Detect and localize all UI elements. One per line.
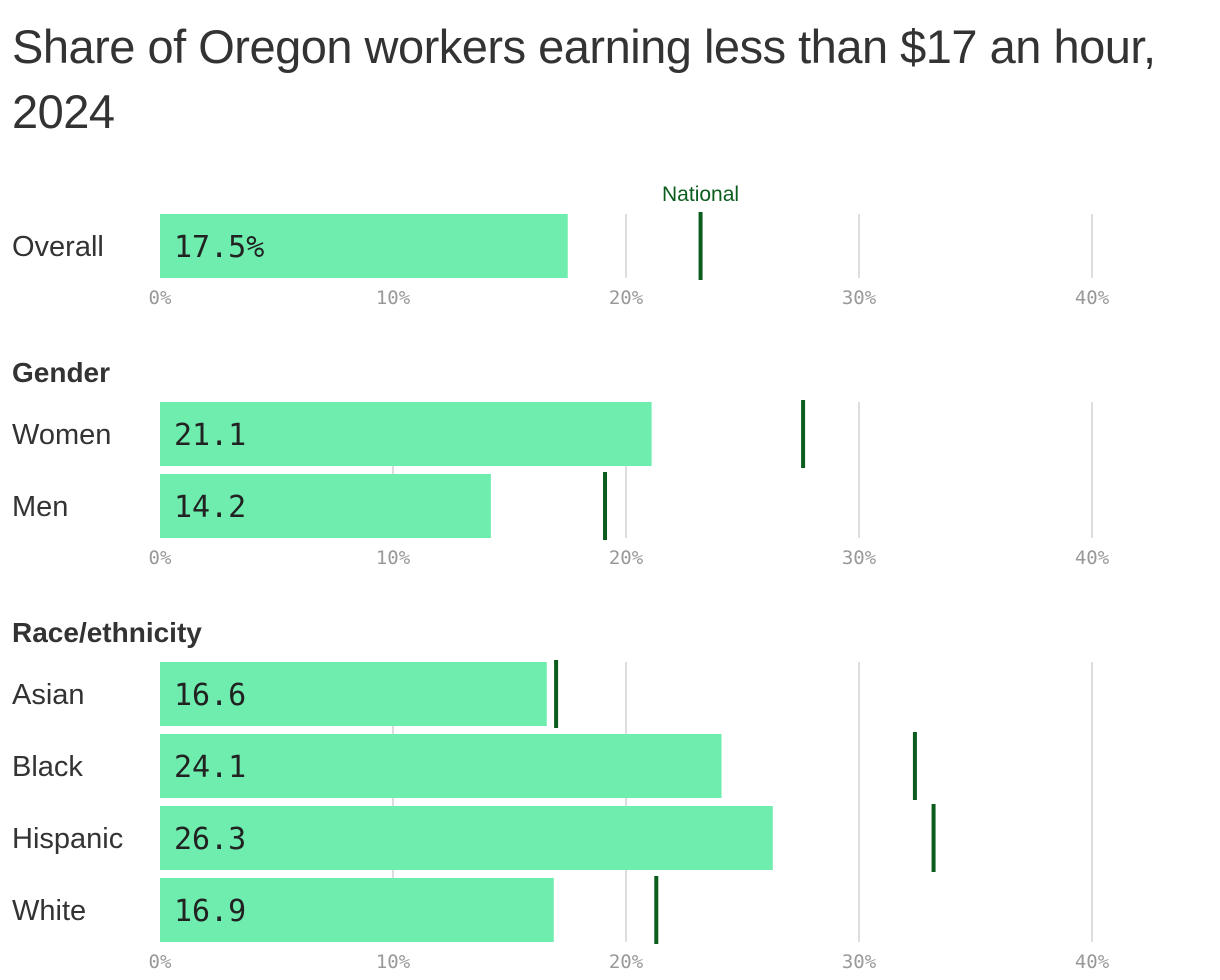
value-label-asian: 16.6	[174, 678, 246, 713]
x-tick-label-40: 40%	[1075, 547, 1110, 569]
x-tick-label-40: 40%	[1075, 951, 1110, 973]
value-label-overall: 17.5%	[174, 230, 264, 265]
value-label-women: 21.1	[174, 418, 246, 453]
x-tick-label-20: 20%	[609, 951, 644, 973]
x-tick-label-10: 10%	[376, 287, 411, 309]
category-label-white: White	[12, 895, 86, 927]
category-label-men: Men	[12, 491, 68, 523]
bar-men	[160, 474, 491, 538]
x-tick-label-40: 40%	[1075, 287, 1110, 309]
national-marker-asian	[554, 660, 559, 728]
chart-title: Share of Oregon workers earning less tha…	[12, 20, 1156, 138]
national-marker-black	[912, 732, 917, 800]
national-marker-white	[654, 876, 659, 944]
bar-asian	[160, 662, 547, 726]
bar-black	[160, 734, 722, 798]
value-label-white: 16.9	[174, 894, 246, 929]
bar-hispanic	[160, 806, 773, 870]
group-label-gender: Gender	[12, 357, 110, 388]
national-marker-hispanic	[931, 804, 936, 872]
x-tick-label-30: 30%	[842, 951, 877, 973]
national-marker-overall	[698, 212, 703, 280]
category-label-black: Black	[12, 751, 83, 783]
category-label-asian: Asian	[12, 679, 85, 711]
bar-overall	[160, 214, 568, 278]
group-label-race-ethnicity: Race/ethnicity	[12, 617, 202, 648]
x-tick-label-0: 0%	[149, 951, 172, 973]
bar-women	[160, 402, 652, 466]
national-marker-women	[801, 400, 806, 468]
x-tick-label-0: 0%	[149, 287, 172, 309]
value-label-hispanic: 26.3	[174, 822, 246, 857]
category-label-hispanic: Hispanic	[12, 823, 123, 855]
x-tick-label-0: 0%	[149, 547, 172, 569]
x-tick-label-10: 10%	[376, 951, 411, 973]
national-marker-label: National	[662, 183, 739, 206]
bar-white	[160, 878, 554, 942]
x-tick-label-30: 30%	[842, 547, 877, 569]
category-label-women: Women	[12, 419, 111, 451]
x-tick-label-10: 10%	[376, 547, 411, 569]
x-tick-label-30: 30%	[842, 287, 877, 309]
value-label-men: 14.2	[174, 490, 246, 525]
x-tick-label-20: 20%	[609, 287, 644, 309]
national-marker-men	[603, 472, 608, 540]
category-label-overall: Overall	[12, 231, 104, 263]
value-label-black: 24.1	[174, 750, 246, 785]
x-tick-label-20: 20%	[609, 547, 644, 569]
